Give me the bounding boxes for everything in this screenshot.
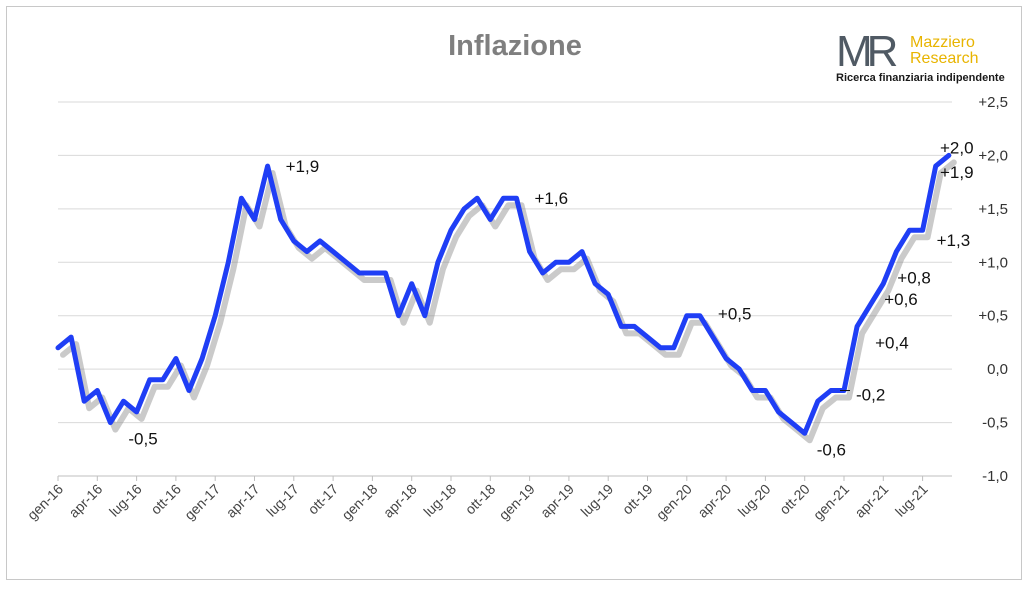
- y-tick-label: +2,0: [978, 147, 1008, 164]
- x-tick-label: lug-21: [892, 481, 931, 520]
- x-tick-label: ott-20: [776, 481, 813, 518]
- y-tick-label: -1,0: [982, 468, 1008, 485]
- x-tick-label: apr-17: [223, 481, 263, 521]
- data-label: +0,8: [897, 269, 931, 288]
- data-label: -0,6: [817, 440, 846, 459]
- x-tick-label: gen-17: [181, 481, 223, 523]
- logo-name-line2: Research: [910, 50, 979, 67]
- x-axis: [57, 475, 952, 481]
- data-label: +1,6: [535, 189, 569, 208]
- y-tick-label: +0,5: [978, 308, 1008, 325]
- y-axis-ticks: +2,5 +2,0 +1,5 +1,0 +0,5 0,0 -0,5 -1,0: [978, 94, 1008, 485]
- y-tick-label: +1,0: [978, 254, 1008, 271]
- data-label: +1,9: [286, 157, 320, 176]
- x-tick-label: lug-19: [577, 481, 616, 520]
- x-tick-label: ott-16: [147, 481, 184, 518]
- data-label: -0,2: [856, 386, 885, 405]
- data-label: +0,4: [875, 333, 909, 352]
- x-tick-label: gen-19: [496, 481, 538, 523]
- data-label: +0,6: [884, 290, 918, 309]
- x-tick-label: apr-18: [380, 481, 420, 521]
- y-tick-label: +2,5: [978, 94, 1008, 111]
- data-label: +2,0: [940, 138, 974, 157]
- y-tick-label: -0,5: [982, 415, 1008, 432]
- y-tick-label: +1,5: [978, 201, 1008, 218]
- series: [55, 152, 957, 444]
- data-label: -0,5: [128, 430, 157, 449]
- series-line: [55, 152, 952, 436]
- x-tick-label: lug-16: [106, 481, 145, 520]
- x-tick-label: ott-17: [305, 481, 342, 518]
- x-tick-label: ott-19: [619, 481, 656, 518]
- data-label: +1,9: [940, 163, 974, 182]
- x-tick-label: gen-16: [24, 481, 66, 523]
- chart-title: Inflazione: [448, 30, 582, 62]
- logo-tagline: Ricerca finanziaria indipendente: [836, 72, 1005, 84]
- logo-mark: MR: [836, 27, 898, 76]
- y-tick-label: 0,0: [987, 361, 1008, 378]
- series-shadow: [60, 159, 957, 444]
- x-tick-label: gen-20: [653, 481, 695, 523]
- x-tick-label: gen-21: [810, 481, 852, 523]
- brand-logo: MR Mazziero Research Ricerca finanziaria…: [836, 27, 1006, 85]
- logo-name-line1: Mazziero: [910, 34, 975, 51]
- data-label: +1,3: [937, 231, 971, 250]
- data-label: +0,5: [718, 305, 752, 324]
- x-tick-label: lug-20: [735, 481, 774, 520]
- x-tick-label: apr-16: [65, 481, 105, 521]
- x-tick-label: ott-18: [462, 481, 499, 518]
- x-tick-label: lug-18: [420, 481, 459, 520]
- data-annotations: -0,5 +1,9 +1,6 +0,5 -0,6 -0,2 +0,4 +0,6 +0,8 +1,3…: [128, 138, 973, 459]
- x-tick-label: lug-17: [263, 481, 302, 520]
- x-tick-label: apr-21: [851, 481, 891, 521]
- x-tick-label: apr-19: [537, 481, 577, 521]
- x-tick-label: gen-18: [338, 481, 380, 523]
- x-tick-label: apr-20: [694, 481, 734, 521]
